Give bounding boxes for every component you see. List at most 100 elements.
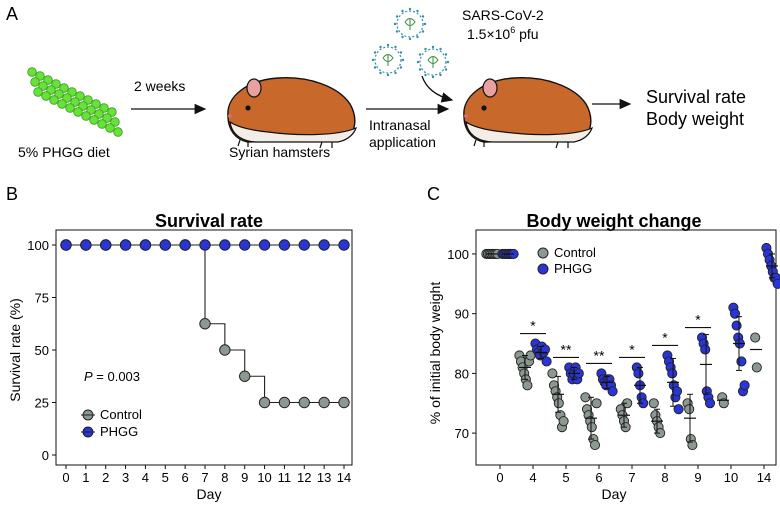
survival-series-phgg [60, 239, 350, 251]
survival-point [219, 239, 231, 251]
diet-pellet [49, 95, 59, 105]
significance-mark: * [662, 329, 668, 345]
diet-pellet [70, 97, 80, 107]
bodyweight-chart-xlabel: Day [602, 486, 627, 502]
diet-pellet [41, 91, 51, 101]
bodyweight-xtick-label: 10 [724, 470, 738, 485]
survival-xtick-label: 9 [241, 470, 248, 485]
panel-a-label: A [6, 4, 18, 24]
survival-xtick-label: 13 [317, 470, 331, 485]
significance-mark: * [530, 318, 536, 334]
diet-pellet [97, 119, 107, 129]
bodyweight-point-control [547, 368, 558, 379]
diet-pellet [110, 117, 120, 127]
bodyweight-point-control [553, 398, 564, 409]
bodyweight-significance: *** ** *** [520, 312, 711, 364]
legend-control-label: Control [100, 407, 142, 422]
bodyweight-ytick-label: 90 [455, 307, 469, 322]
diet-pellet [54, 89, 64, 99]
survival-ytick-label: 50 [35, 343, 49, 358]
legend-phgg-marker [537, 263, 549, 275]
survival-xtick-label: 5 [162, 470, 169, 485]
hamster-label: Syrian hamsters [229, 144, 330, 160]
survival-point [80, 239, 92, 251]
significance-mark: ** [594, 347, 605, 363]
survival-point [318, 239, 330, 251]
bodyweight-xtick-label: 14 [757, 470, 771, 485]
diet-pellet [57, 99, 67, 109]
virus-particle-icon [393, 7, 427, 41]
bodyweight-xtick-label: 0 [496, 470, 503, 485]
diet-pellet [43, 75, 53, 85]
diet-pellet [33, 87, 43, 97]
outcome-line2: Body weight [646, 109, 744, 129]
bodyweight-xtick-label: 6 [595, 470, 602, 485]
survival-xtick-label: 0 [62, 470, 69, 485]
diet-pellet [89, 115, 99, 125]
diet-pellet [35, 71, 45, 81]
survival-point [258, 239, 271, 251]
diet-pellet [102, 113, 112, 123]
bodyweight-point-control [687, 440, 698, 451]
diet-pellet [62, 93, 72, 103]
bodyweight-point-control [586, 422, 597, 433]
bodyweight-point-phgg [667, 368, 678, 379]
outcome-line1: Survival rate [646, 87, 746, 107]
survival-chart-xticks: 0 1 2 3 4 5 6 7 8 9 10 11 12 13 14 [62, 465, 351, 485]
diet-pellet [81, 111, 91, 121]
survival-chart-ylabel: Survival rate (%) [7, 298, 23, 401]
diet-pellet [91, 99, 101, 109]
survival-xtick-label: 12 [297, 470, 311, 485]
diet-pellet [105, 123, 115, 133]
bodyweight-chart-xticks: 0 4 5 6 7 8 9 10 14 [496, 465, 771, 485]
survival-xtick-label: 6 [182, 470, 189, 485]
survival-point [338, 239, 350, 251]
survival-plot-border [55, 229, 353, 466]
bodyweight-xtick-label: 5 [562, 470, 569, 485]
survival-point [199, 239, 211, 251]
survival-point [159, 239, 171, 251]
survival-chart-title: Survival rate [155, 211, 263, 231]
bodyweight-point-control [750, 332, 761, 343]
hamster-illustration [227, 77, 357, 149]
p-value-text: P = 0.003 [84, 369, 140, 384]
significance-mark: * [629, 341, 635, 357]
bodyweight-point-phgg [541, 356, 552, 367]
bodyweight-chart-yticks: 70 80 90 100 [447, 247, 476, 441]
diet-pellet [113, 127, 123, 137]
virus-name: SARS-CoV-2 [462, 7, 544, 23]
diet-pellet [46, 85, 56, 95]
diet-pellet [86, 105, 96, 115]
diet-pellet [73, 107, 83, 117]
diet-pellets [27, 67, 123, 137]
survival-ytick-label: 75 [35, 291, 49, 306]
bodyweight-plot-border [475, 229, 777, 466]
survival-point [298, 239, 310, 251]
survival-xtick-label: 3 [122, 470, 129, 485]
survival-point [179, 239, 191, 251]
bodyweight-ytick-label: 80 [455, 366, 469, 381]
bodyweight-point-control [589, 440, 601, 451]
bodyweight-point-phgg [739, 380, 750, 391]
bodyweight-point-control [558, 416, 569, 427]
bodyweight-point-control [684, 404, 695, 415]
diet-pellet [67, 87, 77, 97]
bodyweight-point-control [648, 398, 659, 409]
survival-xtick-label: 8 [221, 470, 228, 485]
survival-xtick-label: 10 [257, 470, 271, 485]
survival-point [60, 239, 72, 251]
diet-pellet [65, 103, 75, 113]
survival-chart-xlabel: Day [197, 486, 222, 502]
bodyweight-point-control [522, 380, 533, 391]
survival-legend: Control PHGG [81, 407, 142, 439]
diet-pellet [83, 95, 93, 105]
survival-point [239, 239, 251, 251]
survival-point [258, 396, 271, 409]
panel-c-label: C [427, 184, 440, 204]
bodyweight-point-phgg [673, 404, 684, 415]
bodyweight-point-phgg [607, 386, 618, 397]
infected-hamster-illustration [463, 77, 593, 149]
diet-pellet [51, 79, 61, 89]
bodyweight-xtick-label: 9 [694, 470, 701, 485]
